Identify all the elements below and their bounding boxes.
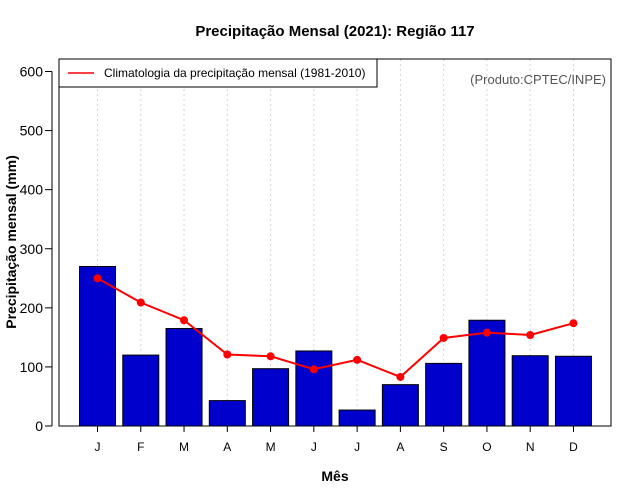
climatology-point [439,333,448,342]
climatology-point [353,355,362,364]
x-tick-label: A [223,440,231,454]
legend: Climatologia da precipitação mensal (198… [58,58,378,88]
climatology-point [482,328,491,337]
bar [252,368,290,427]
climatology-point [309,365,318,374]
bar [511,355,549,427]
x-tick-label: D [569,440,578,454]
climatology-line-series [93,274,578,381]
x-tick-label: M [266,440,276,454]
y-axis: 0 100 200 300 400 500 600 [20,64,53,434]
bar [425,362,463,427]
climatology-point [569,319,578,328]
legend-label: Climatologia da precipitação mensal (198… [104,66,365,80]
y-tick-label: 600 [20,64,44,80]
source-note: (Produto:CPTEC/INPE) [470,72,606,87]
bar [79,265,116,427]
x-tick-label: F [137,440,144,454]
legend-box [58,58,378,88]
x-tick-label: O [482,440,491,454]
bar [468,319,506,427]
climatology-point [136,298,145,307]
x-tick-label: S [440,440,448,454]
y-tick-label: 400 [20,182,44,198]
x-tick-label: J [354,440,360,454]
x-tick-label: N [526,440,535,454]
x-tick-label: J [311,440,317,454]
y-axis-label: Precipitação mensal (mm) [3,155,19,329]
x-tick-label: J [95,440,101,454]
x-tick-label: M [179,440,189,454]
y-tick-label: 0 [35,418,43,434]
y-tick-label: 300 [20,241,44,257]
y-tick-label: 500 [20,123,44,139]
x-axis-label: Mês [321,468,348,484]
bar [338,409,376,427]
bar [381,384,419,427]
x-tick-label: A [396,440,404,454]
climatology-point [266,352,275,361]
bar [165,328,203,427]
climatology-point [223,350,232,359]
chart-title: Precipitação Mensal (2021): Região 117 [195,23,474,40]
climatology-point [93,274,102,283]
climatology-point [526,331,535,340]
bar [122,354,160,427]
bar [208,400,246,427]
climatology-point [396,372,405,381]
y-tick-label: 100 [20,359,44,375]
climatology-point [180,316,189,325]
climatology-line [97,277,574,379]
bar [554,355,592,427]
bar-series [79,265,592,427]
bar [295,350,333,427]
y-tick-label: 200 [20,300,44,316]
